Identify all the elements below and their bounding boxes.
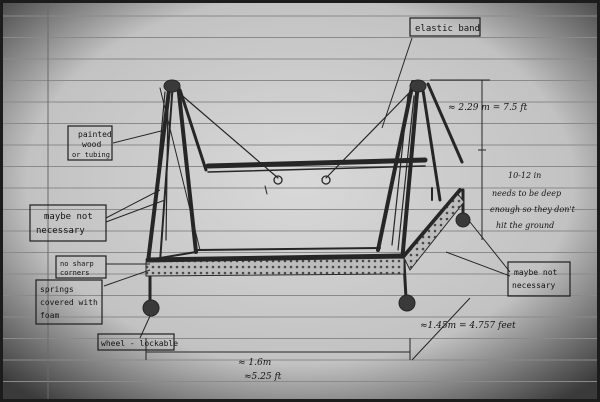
- measure-width-ft: ≈5.25 ft: [244, 372, 282, 382]
- label-painted-wood-1: painted: [78, 130, 112, 139]
- measure-clearance-note-3: hit the ground: [496, 221, 554, 230]
- label-boxes: [29, 17, 571, 351]
- label-springs-1: springs: [40, 285, 74, 294]
- label-maybe-not-left-1: maybe not: [44, 212, 93, 222]
- measure-width-m: ≈ 1.6m: [238, 358, 271, 368]
- label-wheel: wheel - lockable: [101, 339, 178, 348]
- leader-lines: [103, 37, 511, 361]
- frame-drawing: [142, 79, 471, 317]
- annotation-text: elastic band painted wood or tubing mayb…: [36, 24, 576, 382]
- measure-height: ≈ 2.29 m = 7.5 ft: [448, 103, 528, 113]
- label-springs-2: covered with: [40, 298, 98, 307]
- measure-clearance-note-1: needs to be deep: [492, 189, 561, 198]
- measure-clearance-note-2: enough so they don't: [490, 205, 576, 214]
- foam-padding-side: [403, 193, 465, 271]
- label-painted-wood-3: or tubing: [72, 151, 110, 159]
- label-elastic-band: elastic band: [415, 24, 480, 34]
- measure-depth: ≈1.45m = 4.757 feet: [420, 321, 516, 331]
- label-maybe-not-left-2: necessary: [36, 226, 85, 236]
- label-no-sharp-2: corners: [60, 269, 90, 277]
- label-maybe-not-right-1: maybe not: [514, 268, 558, 277]
- label-maybe-not-right-2: necessary: [512, 281, 556, 290]
- label-painted-wood-2: wood: [82, 140, 101, 149]
- measure-clearance-value: 10-12 in: [508, 171, 541, 180]
- label-no-sharp-1: no sharp: [60, 260, 94, 268]
- label-springs-3: foam: [40, 311, 59, 320]
